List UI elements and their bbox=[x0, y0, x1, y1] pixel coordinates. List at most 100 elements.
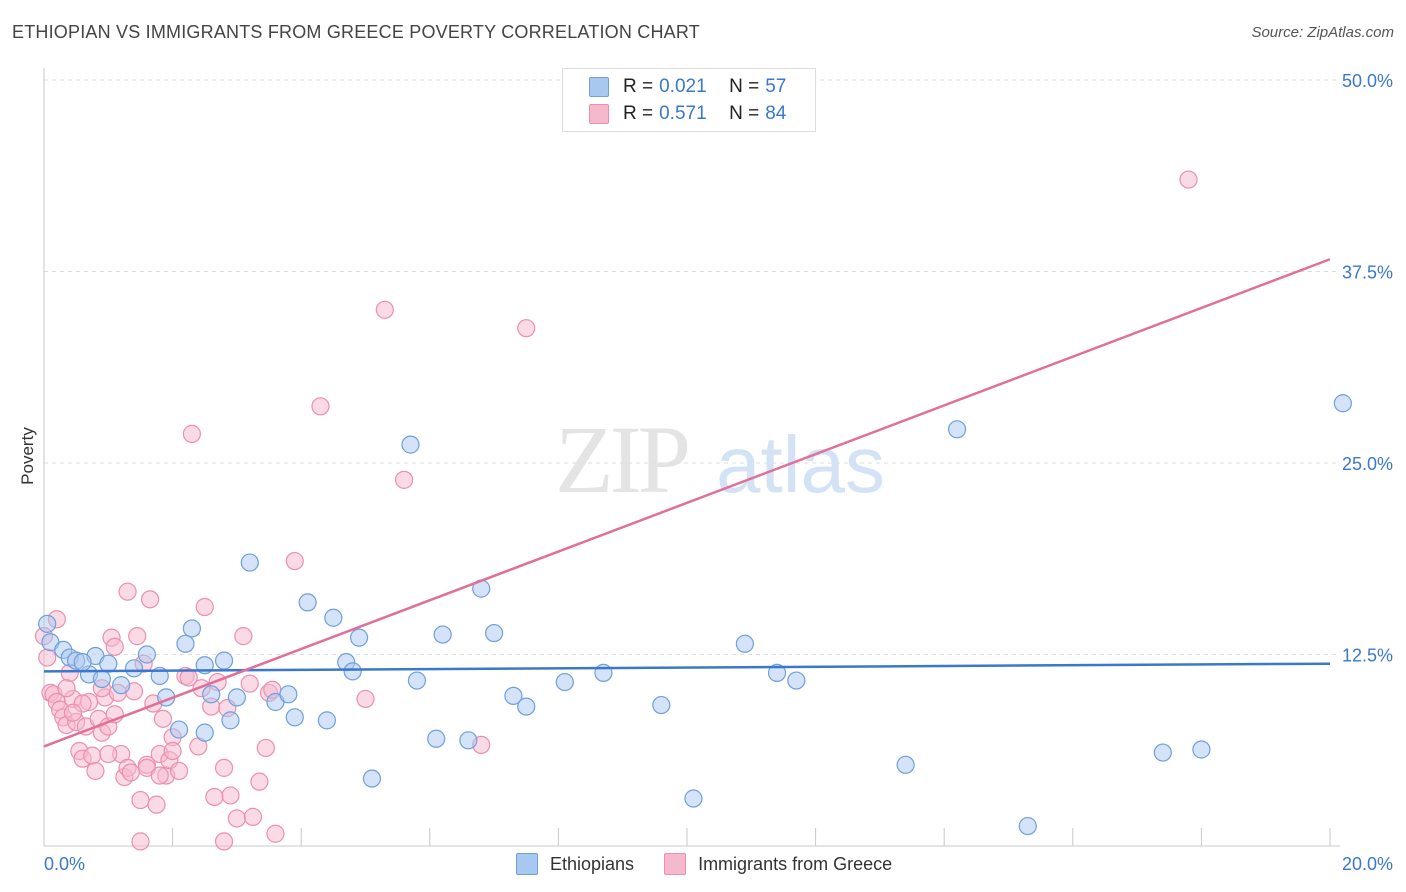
stats-legend: R = 0.021 N = 57 R = 0.571 N = 84 bbox=[562, 68, 816, 132]
point-ethiopians bbox=[407, 671, 427, 690]
point-greece bbox=[214, 832, 234, 851]
point-ethiopians bbox=[137, 645, 156, 664]
point-ethiopians bbox=[169, 720, 189, 739]
point-greece bbox=[285, 551, 304, 571]
point-greece bbox=[118, 582, 137, 601]
point-ethiopians bbox=[787, 671, 806, 690]
legend-swatch-pink bbox=[664, 853, 687, 875]
legend-n-label: N = bbox=[729, 103, 760, 124]
point-greece bbox=[38, 648, 57, 667]
trend-layer bbox=[43, 258, 1331, 748]
points-ethiopians bbox=[38, 394, 1352, 836]
point-ethiopians bbox=[362, 769, 382, 788]
point-greece bbox=[227, 809, 246, 828]
point-greece bbox=[356, 689, 375, 709]
point-ethiopians bbox=[1333, 394, 1352, 413]
point-ethiopians bbox=[427, 729, 446, 748]
point-greece bbox=[1179, 170, 1198, 189]
legend-swatch-pink bbox=[589, 104, 609, 124]
point-ethiopians bbox=[1018, 816, 1037, 836]
point-greece bbox=[128, 627, 147, 646]
point-ethiopians bbox=[485, 623, 504, 643]
point-greece bbox=[221, 786, 240, 805]
point-ethiopians bbox=[324, 608, 343, 627]
legend-item-ethiopians[interactable]: Ethiopians bbox=[516, 853, 634, 875]
point-ethiopians bbox=[947, 420, 967, 439]
point-ethiopians bbox=[202, 685, 221, 704]
point-greece bbox=[131, 832, 150, 851]
point-ethiopians bbox=[176, 634, 195, 653]
legend-r-label: R = bbox=[623, 103, 654, 124]
watermark-zip: ZIP bbox=[555, 406, 688, 513]
legend-n-value: 57 bbox=[765, 76, 787, 97]
point-ethiopians bbox=[214, 651, 234, 670]
point-greece bbox=[121, 763, 140, 782]
point-greece bbox=[256, 738, 275, 758]
legend-swatch-blue bbox=[516, 853, 538, 875]
legend-item-immigrants-from-greece[interactable]: Immigrants from Greece bbox=[664, 853, 892, 875]
point-ethiopians bbox=[317, 711, 337, 730]
point-greece bbox=[266, 824, 285, 843]
point-greece bbox=[195, 597, 214, 617]
watermark-atlas: atlas bbox=[716, 420, 885, 509]
point-ethiopians bbox=[652, 695, 671, 715]
legend-swatch-blue bbox=[589, 77, 609, 97]
point-ethiopians bbox=[684, 789, 703, 808]
point-greece bbox=[394, 470, 414, 489]
y-axis-label: Poverty bbox=[18, 427, 37, 485]
point-ethiopians bbox=[38, 614, 57, 633]
point-ethiopians bbox=[1192, 740, 1211, 759]
point-greece bbox=[250, 772, 269, 791]
point-ethiopians bbox=[112, 676, 131, 695]
point-greece bbox=[169, 761, 189, 781]
watermark: ZIP atlas bbox=[555, 406, 885, 513]
point-ethiopians bbox=[279, 685, 298, 704]
point-ethiopians bbox=[195, 723, 214, 742]
point-greece bbox=[240, 674, 259, 693]
tick-layer: 12.5% 25.0% 37.5% 50.0% 0.0% 20.0% bbox=[44, 71, 1393, 874]
y-tick-label: 50.0% bbox=[1342, 71, 1393, 91]
point-greece bbox=[105, 637, 124, 656]
y-tick-label: 25.0% bbox=[1342, 454, 1393, 474]
trend-line-greece bbox=[43, 258, 1331, 748]
legend-r-value: 0.571 bbox=[659, 103, 707, 124]
legend-n-value: 84 bbox=[765, 103, 787, 124]
y-tick-label: 12.5% bbox=[1342, 646, 1393, 666]
point-ethiopians bbox=[298, 593, 317, 612]
point-ethiopians bbox=[99, 654, 118, 673]
y-tick-label: 37.5% bbox=[1342, 263, 1393, 283]
point-ethiopians bbox=[517, 697, 536, 716]
point-ethiopians bbox=[227, 688, 246, 707]
point-greece bbox=[243, 807, 263, 826]
point-ethiopians bbox=[73, 653, 92, 672]
trend-line-ethiopians bbox=[43, 662, 1331, 673]
point-greece bbox=[311, 397, 330, 416]
point-greece bbox=[99, 744, 118, 764]
x-tick-label-max: 20.0% bbox=[1342, 854, 1393, 874]
legend-row-ethiopians: R = 0.021 N = 57 bbox=[589, 74, 786, 100]
point-greece bbox=[147, 795, 166, 814]
point-ethiopians bbox=[896, 755, 915, 774]
chart-title: ETHIOPIAN VS IMMIGRANTS FROM GREECE POVE… bbox=[12, 22, 700, 42]
point-greece bbox=[57, 679, 76, 698]
point-ethiopians bbox=[343, 662, 362, 681]
point-greece bbox=[140, 590, 160, 609]
point-ethiopians bbox=[767, 663, 787, 682]
point-ethiopians bbox=[221, 711, 240, 730]
series-legend: Ethiopians Immigrants from Greece bbox=[516, 852, 922, 876]
point-ethiopians bbox=[401, 435, 420, 454]
point-ethiopians bbox=[1153, 743, 1172, 762]
source-label: Source: ZipAtlas.com bbox=[1251, 24, 1394, 41]
point-ethiopians bbox=[504, 686, 523, 705]
point-greece bbox=[163, 741, 182, 761]
point-ethiopians bbox=[349, 628, 369, 647]
point-greece bbox=[153, 709, 173, 728]
point-greece bbox=[205, 787, 224, 807]
legend-n-label: N = bbox=[729, 76, 760, 97]
legend-label: Ethiopians bbox=[550, 853, 635, 874]
point-ethiopians bbox=[92, 669, 111, 689]
point-ethiopians bbox=[459, 731, 478, 750]
point-greece bbox=[179, 668, 198, 687]
legend-r-label: R = bbox=[623, 76, 654, 97]
legend-r-value: 0.021 bbox=[659, 76, 707, 97]
